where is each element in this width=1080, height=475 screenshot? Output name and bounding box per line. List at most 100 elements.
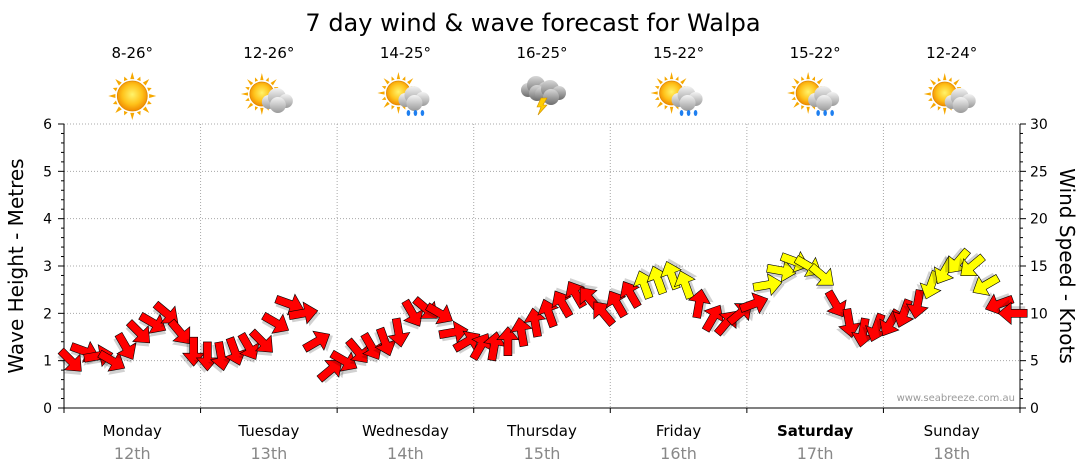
day-name-label: Monday [103, 422, 162, 440]
wind-arrow [752, 273, 785, 298]
y-tick-label-right: 30 [1030, 117, 1048, 133]
wind-arrow-head [316, 360, 343, 383]
partly-cloudy-weather-icon [240, 73, 293, 115]
y-tick-label-left: 5 [43, 164, 52, 180]
sun-ray [147, 100, 152, 105]
wind-arrow-head [114, 331, 137, 360]
temperature-range-label: 16-25° [516, 44, 567, 62]
wind-arrow-head [619, 281, 642, 309]
wind-arrow [400, 298, 424, 330]
wind-arrow-head [248, 328, 273, 353]
wind-arrow [57, 347, 82, 375]
cloud-puff [406, 95, 423, 111]
sun-ray [123, 76, 128, 82]
wind-arrow [982, 292, 1015, 316]
wind-arrow-head [360, 331, 383, 360]
wind-arrow-head [288, 301, 319, 325]
wind-arrow [496, 324, 522, 357]
watermark: www.seabreeze.com.au [897, 393, 1015, 404]
sun-ray [664, 105, 668, 110]
storm-weather-icon [521, 76, 566, 116]
wind-arrow-head [496, 326, 520, 357]
sun-ray [147, 87, 152, 92]
day-date-label: 16th [660, 444, 697, 463]
wind-arrow-head [509, 317, 533, 348]
day-date-label: 18th [933, 444, 970, 463]
wind-arrow [673, 267, 698, 300]
day-date-label: 13th [250, 444, 287, 463]
wind-arrow-head [195, 341, 220, 372]
cloud-shape [261, 88, 293, 113]
wind-arrow [509, 315, 535, 348]
temperature-range-label: 15-22° [653, 44, 704, 62]
sun-ray [245, 87, 250, 91]
sun-ray [669, 72, 674, 80]
wind-arrow [957, 252, 986, 277]
day-name-label: Wednesday [362, 422, 449, 440]
day-name-label: Friday [656, 422, 702, 440]
sun-ray [142, 79, 150, 86]
wind-arrow-head [851, 317, 875, 348]
wind-arrow [316, 360, 346, 384]
rain-drop [823, 110, 827, 116]
wind-arrow [359, 331, 383, 363]
wind-arrow [903, 289, 929, 321]
wind-arrow [738, 292, 771, 316]
day-name-label: Thursday [506, 422, 577, 440]
wind-arrow-head [374, 326, 397, 357]
sun-ray [254, 106, 259, 111]
rain-drop [413, 110, 418, 116]
sun-ray [383, 101, 390, 108]
wind-arrow-head [687, 288, 711, 319]
temperature-range-label: 12-26° [243, 44, 294, 62]
cloud-puff [952, 97, 969, 113]
wind-arrow [138, 311, 167, 337]
wind-arrow-head [808, 263, 834, 286]
rain-drop [406, 110, 411, 116]
wind-arrow-head [593, 301, 616, 328]
sun-ray [948, 77, 952, 82]
cloud-shape [535, 80, 566, 105]
wind-arrow-head [167, 318, 191, 345]
sun-ray [953, 79, 960, 86]
wind-arrow [425, 302, 453, 328]
wind-arrow-head [752, 273, 783, 297]
cloud-shape [808, 86, 840, 111]
sun-ray [270, 79, 277, 86]
sun-ray [391, 105, 395, 110]
sun-ray [396, 106, 401, 114]
wind-arrow-head [387, 317, 411, 348]
wind-arrow [329, 349, 358, 375]
sun-ray [265, 77, 269, 82]
rain-drop [830, 110, 834, 116]
wind-arrow-head [345, 337, 368, 364]
y-tick-label-left: 0 [43, 401, 52, 417]
weather-icons: 8-26° 12-26° 14-25° 16-25° 15-22° 15-22° 12-24… [108, 44, 977, 120]
wind-arrow-head [261, 311, 290, 334]
cloud-shape [671, 86, 703, 111]
rain-drop [420, 110, 425, 116]
wind-arrow-head [984, 293, 1015, 316]
cloud-puff [269, 97, 286, 113]
wind-arrow-head [551, 290, 574, 319]
partly-cloudy-weather-icon [923, 73, 976, 115]
sun-ray [675, 76, 679, 81]
sun-ray [801, 76, 805, 81]
wind-arrow-head [673, 270, 696, 300]
y-tick-labels: 0 1 2 3 4 5 6 0 5 10 15 20 25 30 [43, 117, 1048, 417]
sun-ray [407, 78, 414, 85]
sun-ray [664, 76, 668, 81]
sun-ray [112, 87, 118, 92]
wind-arrow-head [997, 301, 1028, 325]
wind-arrow [823, 289, 847, 321]
sun-ray [136, 110, 141, 116]
y-tick-label-left: 2 [43, 306, 52, 322]
sun-ray [943, 73, 947, 81]
sun-ray [929, 102, 937, 109]
sun-ray [791, 96, 796, 100]
sun-ray [381, 86, 387, 90]
temperature-range-label: 12-24° [926, 44, 977, 62]
rain-drop [816, 110, 820, 116]
wind-arrow [193, 341, 220, 373]
cloud-puff [816, 95, 833, 111]
